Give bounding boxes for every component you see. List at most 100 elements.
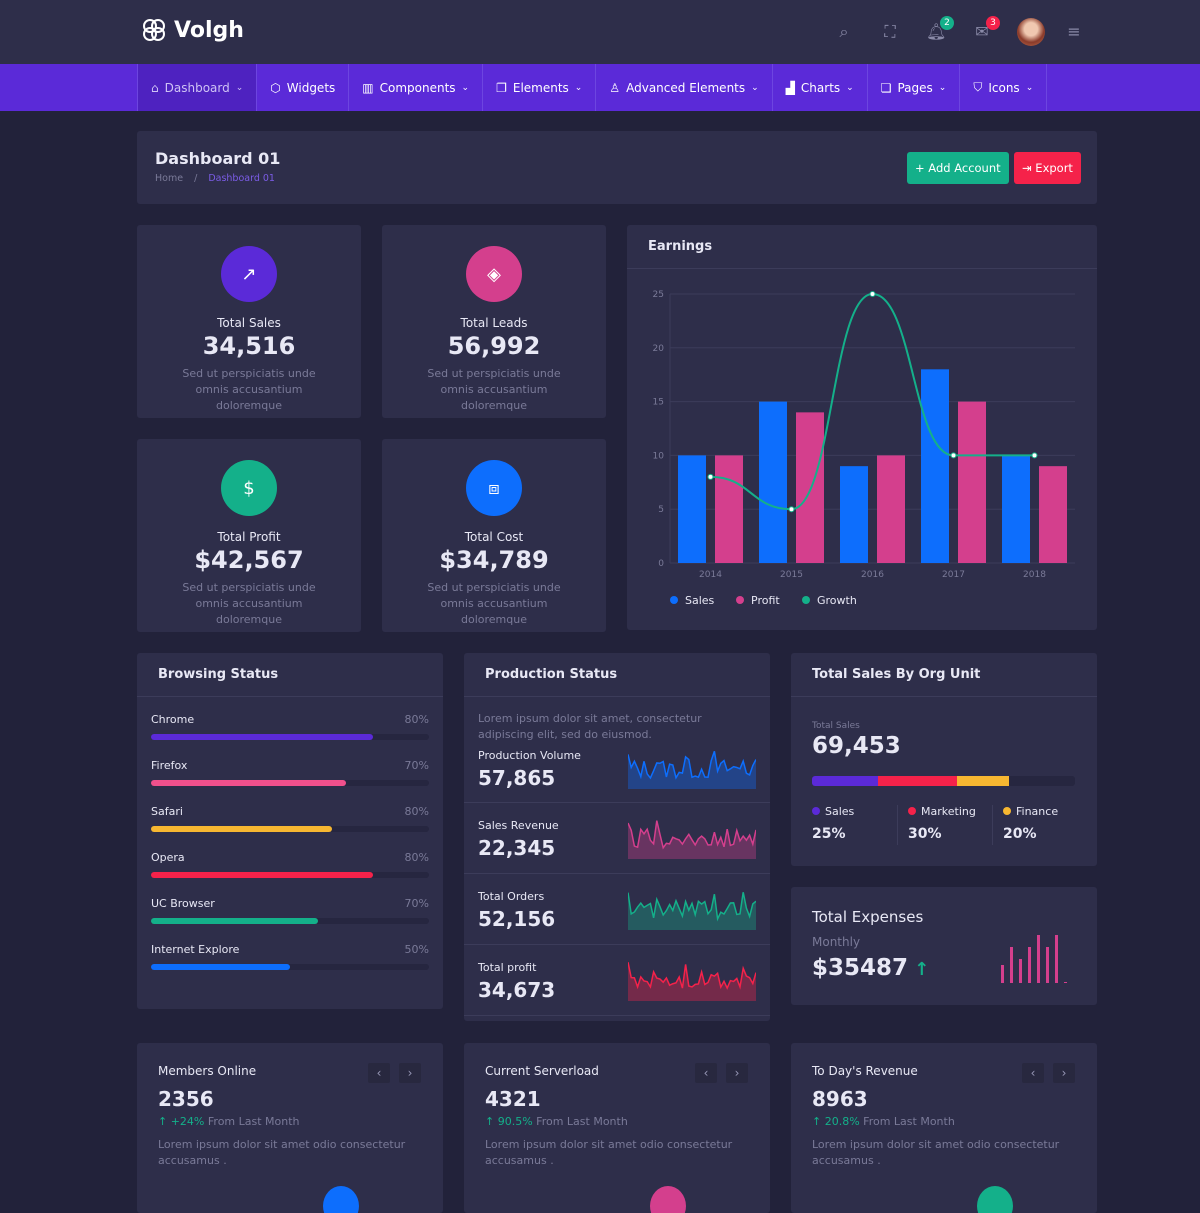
growth-point	[788, 506, 795, 513]
search-icon[interactable]: ⌕	[839, 22, 849, 41]
nav-label: Components	[379, 80, 456, 95]
brand-logo[interactable]: Volgh	[140, 16, 244, 44]
progress-fill	[151, 780, 346, 786]
y-tick-label: 0	[658, 559, 664, 569]
stat-label: Total Leads	[460, 316, 528, 330]
next-button[interactable]: ›	[399, 1063, 421, 1083]
codepen-icon: ◈	[466, 246, 522, 302]
add-account-button[interactable]: + Add Account	[907, 152, 1009, 184]
sparkline-chart	[628, 820, 756, 859]
arrow-up-icon: ↑	[485, 1115, 498, 1128]
production-row: Total profit 34,673	[464, 945, 770, 1016]
export-icon: ⇥	[1022, 161, 1036, 175]
expense-bar	[1019, 959, 1022, 983]
nav-item-elements[interactable]: ❐ Elements ⌄	[483, 64, 597, 111]
nav-label: Charts	[800, 80, 841, 95]
x-tick-label: 2014	[699, 570, 722, 580]
expense-bar	[1064, 982, 1067, 983]
production-value: 22,345	[478, 836, 556, 860]
progress-track	[151, 964, 429, 970]
breadcrumb-home[interactable]: Home	[155, 173, 184, 184]
org-unit-percent: 20%	[1003, 826, 1037, 842]
progress-track	[151, 918, 429, 924]
next-button[interactable]: ›	[726, 1063, 748, 1083]
org-total-value: 69,453	[812, 733, 901, 759]
shield-icon: ⛉	[973, 80, 983, 94]
expenses-period: Monthly	[812, 935, 861, 949]
card-title: Earnings	[627, 225, 1097, 269]
x-tick-label: 2017	[942, 570, 965, 580]
fullscreen-icon[interactable]: ⛶	[884, 22, 896, 41]
export-button[interactable]: ⇥ Export	[1014, 152, 1081, 184]
nav-label: Advanced Elements	[626, 80, 746, 95]
summary-value: 2356	[158, 1087, 214, 1111]
chevron-down-icon: ⌄	[235, 82, 244, 93]
bar-profit	[715, 455, 743, 563]
browser-name: UC Browser	[151, 897, 215, 910]
legend-marker	[802, 596, 810, 604]
summary-title: To Day's Revenue	[812, 1064, 918, 1078]
browser-row: UC Browser 70%	[137, 897, 443, 924]
summary-change: 90.5%	[497, 1115, 533, 1128]
message-badge: 3	[986, 16, 1000, 30]
progress-fill	[151, 872, 374, 878]
y-tick-label: 5	[658, 505, 664, 515]
prev-button[interactable]: ‹	[368, 1063, 390, 1083]
legend-label-growth: Growth	[817, 594, 857, 607]
summary-title: Current Serverload	[485, 1064, 599, 1078]
org-bar-segment	[877, 776, 957, 786]
bar-profit	[877, 455, 905, 563]
bar-sales	[678, 455, 706, 563]
nav-label: Pages	[897, 80, 933, 95]
sliders-icon: ▥	[362, 80, 374, 95]
org-unit: Finance 20%	[992, 805, 1058, 845]
summary-card: To Day's Revenue ‹ › 8963 ↑ 20.8% From La…	[791, 1043, 1097, 1213]
mail-icon[interactable]: ✉ 3	[972, 16, 1000, 42]
nav-item-charts[interactable]: ▟ Charts ⌄	[773, 64, 868, 111]
nav-item-dashboard[interactable]: ⌂ Dashboard ⌄	[137, 64, 258, 111]
prev-button[interactable]: ‹	[1022, 1063, 1044, 1083]
summary-since: From Last Month	[863, 1115, 955, 1128]
user-avatar[interactable]	[1017, 18, 1045, 46]
next-button[interactable]: ›	[1053, 1063, 1075, 1083]
nav-item-icons[interactable]: ⛉ Icons ⌄	[960, 64, 1048, 111]
main-nav: ⌂ Dashboard ⌄ ⬡ Widgets ▥ Components ⌄ ❐ Elements…	[0, 64, 1200, 111]
stat-card: ↗ Total Sales 34,516 Sed ut perspiciatis un…	[137, 225, 361, 418]
bar-chart-icon: ▟	[785, 80, 795, 95]
org-stacked-bar	[812, 776, 1075, 786]
dollar-icon: $	[221, 460, 277, 516]
browser-percent: 70%	[404, 759, 429, 772]
menu-icon[interactable]: ≡	[1067, 22, 1081, 41]
production-status-card: Production Status Lorem ipsum dolor sit …	[464, 653, 770, 1021]
org-unit-card: Total Sales By Org Unit Total Sales 69,4…	[791, 653, 1097, 866]
y-tick-label: 10	[653, 451, 665, 461]
summary-description: Lorem ipsum dolor sit amet odio consecte…	[158, 1138, 406, 1167]
production-row: Total Orders 52,156	[464, 874, 770, 945]
stat-card: ⧈ Total Cost $34,789 Sed ut perspiciatis un…	[382, 439, 606, 632]
org-unit-name: Marketing	[921, 805, 976, 818]
org-bar-segment	[812, 776, 878, 786]
progress-track	[151, 780, 429, 786]
nav-item-pages[interactable]: ❏ Pages ⌄	[868, 64, 961, 111]
notification-bell-icon[interactable]: 🔔︎ 2	[926, 16, 954, 42]
chevron-down-icon: ⌄	[574, 82, 583, 93]
nav-item-advanced-elements[interactable]: ♙ Advanced Elements ⌄	[596, 64, 773, 111]
legend-dot	[812, 807, 820, 815]
nav-item-components[interactable]: ▥ Components ⌄	[349, 64, 484, 111]
stat-label: Total Profit	[217, 530, 281, 544]
arrow-up-icon: ↑	[812, 1115, 825, 1128]
production-label: Total Orders	[478, 890, 545, 903]
expense-bar	[1055, 935, 1058, 983]
sparkline-chart	[628, 751, 756, 789]
nav-label: Widgets	[286, 80, 336, 95]
progress-fill	[151, 918, 318, 924]
top-header	[0, 0, 1200, 64]
breadcrumb: Home / Dashboard 01	[155, 173, 275, 184]
expense-bar	[1028, 947, 1031, 983]
total-expenses-card: Total Expenses Monthly $35487 ↑	[791, 887, 1097, 1005]
nav-item-widgets[interactable]: ⬡ Widgets	[257, 64, 350, 111]
sparkline-chart	[628, 962, 756, 1001]
prev-button[interactable]: ‹	[695, 1063, 717, 1083]
production-value: 57,865	[478, 766, 556, 790]
logo-icon	[143, 19, 165, 41]
